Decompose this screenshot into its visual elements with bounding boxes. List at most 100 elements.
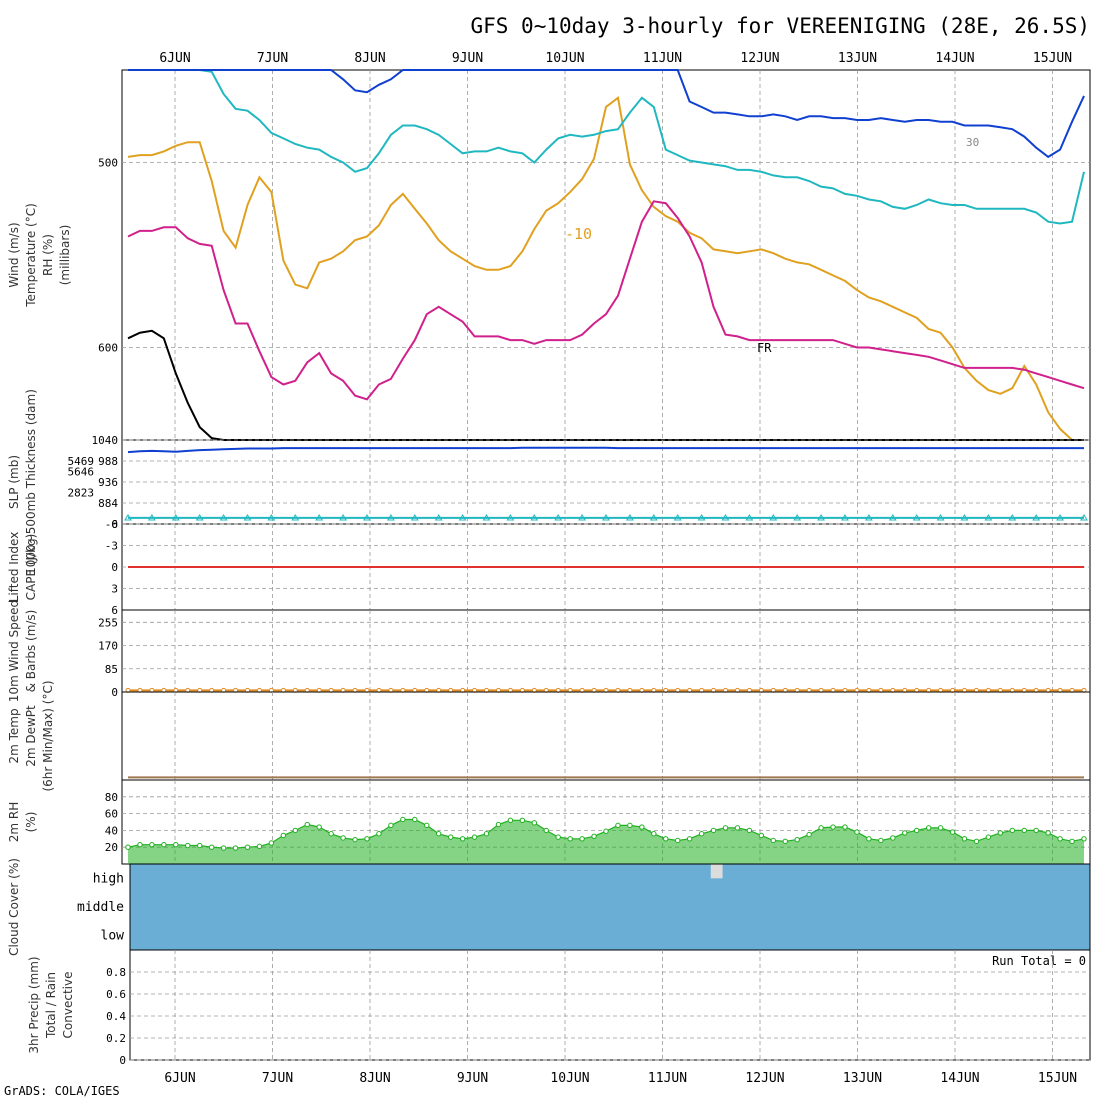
panels: Wind (m/s) Temperature (°C) RH (%) (milliba… [7, 69, 1091, 1067]
panel-ylabels: 2m RH (%) [7, 802, 38, 843]
data-point [424, 822, 430, 829]
bottom-date-label: 9JUN [457, 1071, 488, 1086]
panel-cloud: Cloud Cover (%) high middle low [7, 858, 1091, 956]
data-point [555, 834, 561, 840]
tick-label: 3 [111, 583, 118, 596]
data-point [663, 836, 669, 842]
top-date-label: 6JUN [159, 51, 190, 66]
tick-label: 0.2 [106, 1032, 126, 1045]
data-point [458, 513, 467, 521]
axis-label: 10m Wind Speed [7, 600, 21, 702]
tick-label: 600 [98, 342, 118, 355]
data-point [925, 825, 932, 831]
tick-label: 40 [105, 824, 118, 837]
axis-label: 1000~500mb Thickness (dam) [24, 389, 38, 575]
bottom-date-axis: 6JUN 7JUN 8JUN 9JUN 10JUN 11JUN 12JUN 13JUN 14JU… [164, 1071, 1077, 1086]
series-area [128, 819, 1084, 864]
panel-temp2m: 2m Temp 2m DewPt (6hr Min/Max) (°C) [7, 680, 1091, 792]
data-point [842, 824, 848, 830]
data-point [697, 513, 706, 521]
data-point [722, 825, 729, 831]
data-point [304, 821, 310, 828]
cloud-cell [710, 864, 723, 879]
data-point [148, 513, 156, 521]
panel-ylabels: 10m Wind Speed & Barbs (m/s) [7, 600, 38, 702]
panel-ylabels: SLP (mb) 1000~500mb Thickness (dam) [7, 389, 38, 575]
data-point [985, 834, 992, 840]
data-point [603, 828, 609, 834]
tick-label: 0.4 [106, 1010, 126, 1023]
data-point [746, 827, 753, 834]
tick-label: 20 [105, 841, 118, 854]
data-point [579, 836, 585, 842]
series-line-temp_minus10 [127, 96, 1084, 441]
bottom-date-label: 15JUN [1038, 1071, 1077, 1086]
panel-ylabels: 2m Temp 2m DewPt (6hr Min/Max) (°C) [7, 680, 55, 791]
data-point [567, 836, 573, 842]
bottom-date-label: 11JUN [648, 1071, 687, 1086]
data-point [758, 832, 765, 839]
data-point [888, 513, 897, 521]
tick-label: 0 [111, 561, 118, 574]
top-date-label: 11JUN [643, 51, 682, 66]
data-point [817, 513, 825, 521]
data-point [1057, 836, 1063, 842]
top-date-label: 14JUN [935, 51, 974, 66]
data-point [315, 513, 324, 521]
top-date-axis: 6JUN 7JUN 8JUN 9JUN 10JUN 11JUN 12JUN 13JUN 14JU… [159, 51, 1072, 66]
series-line-rh_line [127, 200, 1085, 401]
data-point [436, 831, 442, 837]
axis-label: Total / Rain [44, 972, 58, 1039]
data-point [865, 513, 873, 521]
data-point [627, 822, 633, 829]
data-point [124, 513, 132, 521]
tick-label: 0.6 [106, 988, 126, 1001]
data-point [649, 513, 658, 521]
data-point [410, 513, 419, 521]
panel-frame [129, 949, 1091, 1061]
tick-label: 60 [105, 808, 118, 821]
data-point [125, 844, 131, 850]
data-point [195, 513, 204, 521]
data-point [483, 831, 490, 837]
top-date-label: 15JUN [1033, 51, 1072, 66]
top-date-label: 12JUN [740, 51, 779, 66]
data-point [352, 836, 358, 843]
data-point [316, 824, 322, 830]
chart-title: GFS 0~10day 3-hourly for VEREENIGING (28… [470, 14, 1090, 38]
panel-cape-li: Lifted Index CAPE (J/kg) -6 -3 0 3 6 [7, 518, 1091, 617]
data-point [219, 513, 228, 521]
data-point [639, 824, 645, 830]
axis-label: 2m RH [7, 802, 21, 843]
data-point [782, 838, 788, 845]
data-point [578, 513, 586, 521]
tick-label: 884 [98, 497, 118, 510]
tick-label: 0 [111, 686, 118, 699]
data-point [232, 845, 239, 851]
data-point [675, 837, 681, 844]
data-point [997, 830, 1004, 836]
data-point [770, 837, 776, 844]
data-point [208, 844, 215, 850]
bottom-date-label: 8JUN [359, 1071, 390, 1086]
data-point [651, 831, 657, 837]
data-point [340, 835, 346, 841]
data-point [412, 816, 418, 823]
data-point [328, 831, 334, 837]
data-point [818, 825, 824, 831]
axis-label: Temperature (°C) [24, 203, 38, 308]
data-point [1021, 827, 1027, 834]
tick-label: 988 [98, 455, 118, 468]
axis-label: Convective [61, 972, 75, 1039]
data-point [591, 833, 597, 839]
data-point [292, 827, 298, 834]
annotation-label: 30 [966, 136, 979, 149]
data-point [615, 822, 621, 829]
data-point [387, 513, 395, 521]
data-point [388, 822, 394, 829]
tick-label: 85 [105, 663, 118, 676]
tick-label: 500 [98, 157, 118, 170]
data-point [434, 513, 443, 521]
data-point [1009, 827, 1015, 834]
